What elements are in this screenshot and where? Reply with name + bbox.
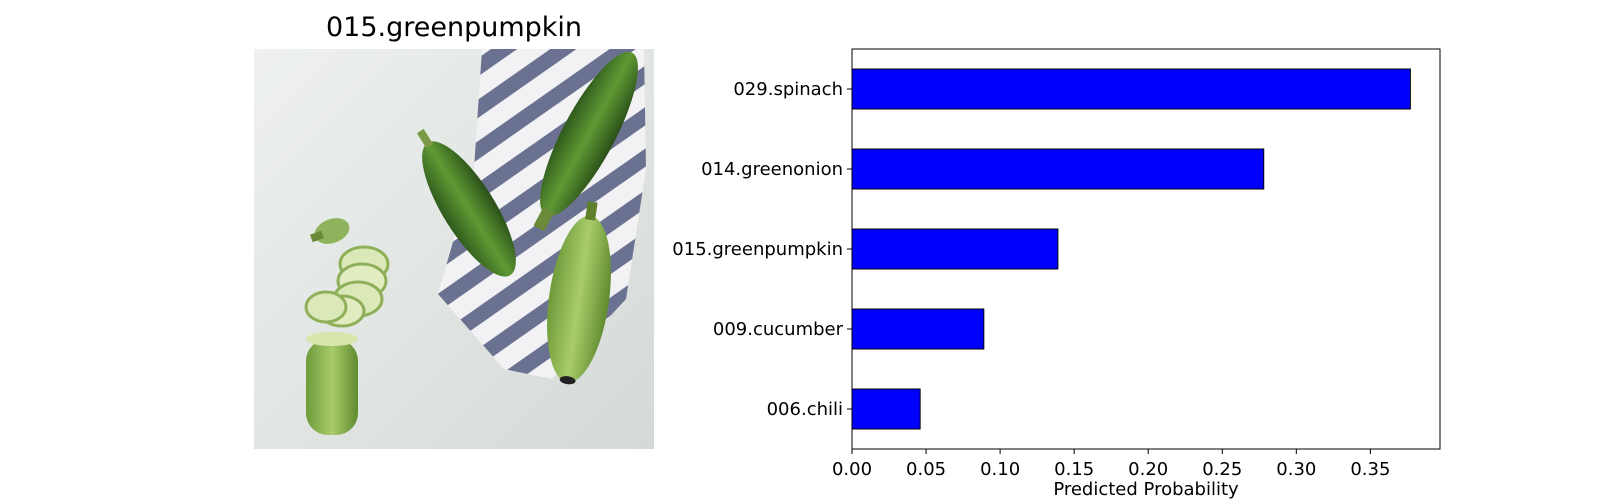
- bar-009.cucumber: [851, 308, 985, 350]
- x-tick-label: 0.05: [906, 459, 946, 480]
- y-tick-label: 014.greenonion: [701, 159, 843, 180]
- zucchini-photo: [254, 49, 654, 449]
- photo-illustration: [254, 49, 654, 449]
- x-tick-label: 0.30: [1276, 459, 1316, 480]
- image-title: 015.greenpumpkin: [325, 12, 583, 43]
- y-tick-label: 006.chili: [767, 399, 843, 420]
- x-tick-label: 0.35: [1350, 459, 1390, 480]
- x-axis-label: Predicted Probability: [1053, 479, 1239, 500]
- x-tick-label: 0.20: [1128, 459, 1168, 480]
- bar-029.spinach: [851, 68, 1411, 110]
- y-tick-label: 009.cucumber: [713, 319, 844, 340]
- bar-006.chili: [851, 388, 921, 430]
- bar-014.greenonion: [851, 148, 1265, 190]
- y-tick-label: 029.spinach: [733, 79, 843, 100]
- x-tick-label: 0.25: [1202, 459, 1242, 480]
- x-tick-label: 0.15: [1054, 459, 1094, 480]
- bar-015.greenpumpkin: [851, 228, 1059, 270]
- axes-frame: [851, 48, 1441, 450]
- x-tick-label: 0.00: [832, 459, 872, 480]
- y-tick-label: 015.greenpumpkin: [672, 239, 843, 260]
- x-tick-label: 0.10: [980, 459, 1020, 480]
